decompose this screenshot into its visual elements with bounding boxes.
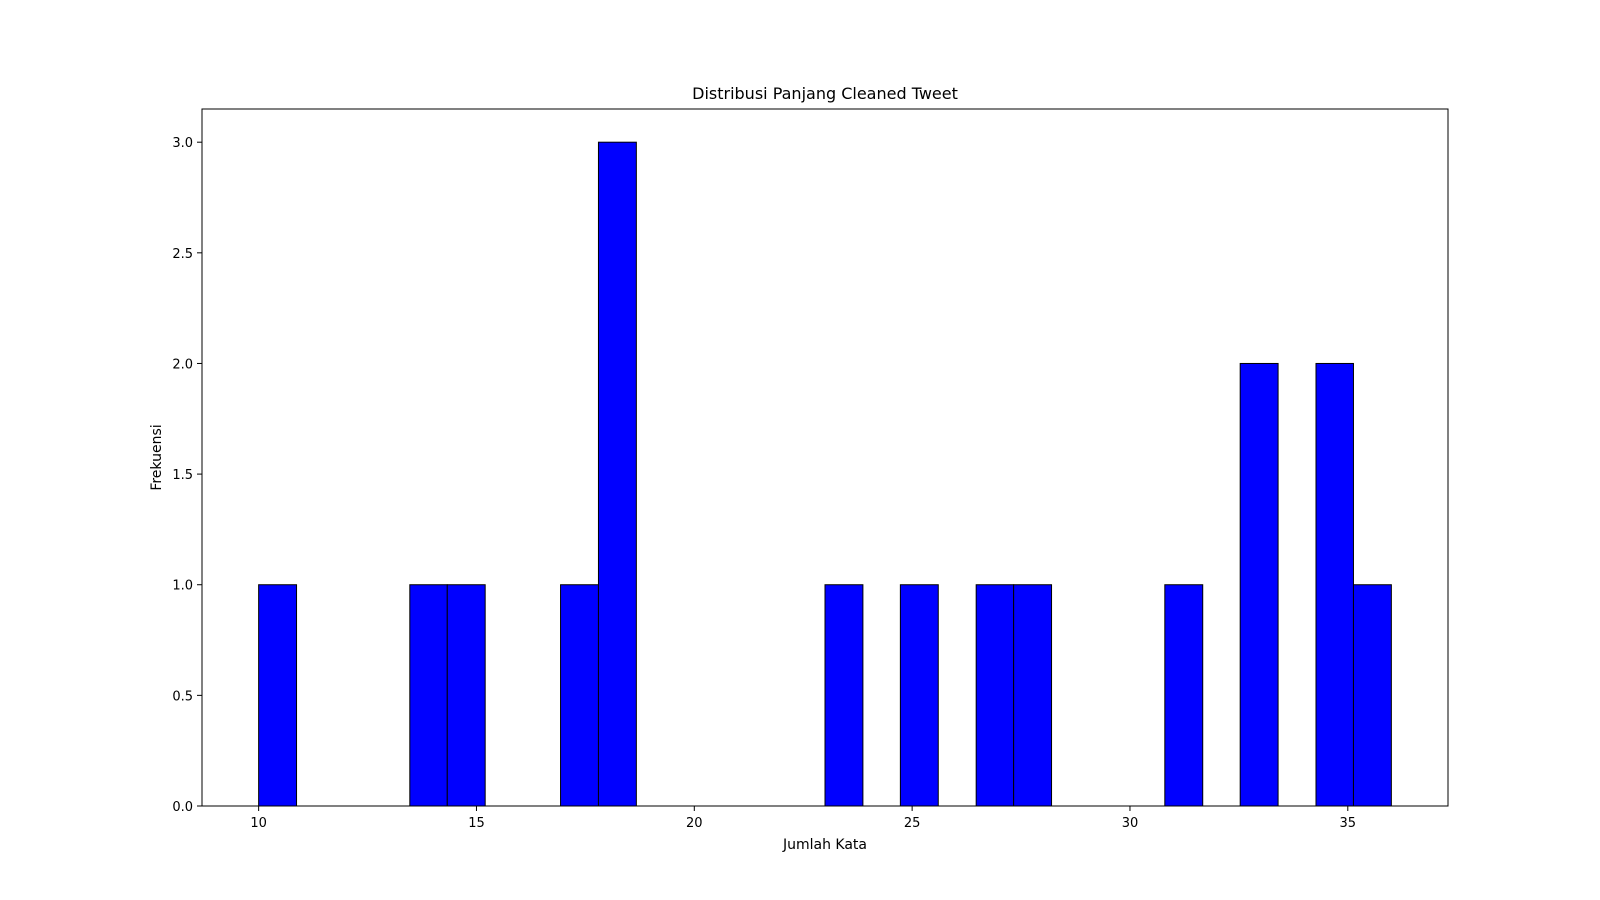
histogram-bar: [409, 584, 448, 807]
histogram-bar: [1013, 584, 1053, 807]
y-tick-label: 0.5: [172, 689, 193, 704]
y-axis-label: Frekuensi: [149, 424, 165, 490]
histogram-bar: [1315, 362, 1354, 807]
x-tick-label: 30: [1122, 816, 1139, 831]
y-tick-label: 2.5: [172, 247, 193, 262]
histogram-bar: [597, 141, 637, 807]
x-tick-label: 20: [686, 816, 703, 831]
histogram-bar: [824, 584, 864, 807]
histogram-bar: [258, 584, 298, 807]
y-tick-label: 1.0: [172, 579, 193, 594]
bars-layer: [258, 141, 1392, 807]
y-tick-label: 0.0: [172, 800, 193, 815]
x-axis-label: Jumlah Kata: [782, 837, 867, 853]
ticks-layer: 10 15 20 25 30 35 0.0 0.5 1.0 1.5 2.0 2.5 3.0: [172, 136, 1356, 831]
histogram-bar: [446, 584, 486, 807]
plot-frame: [201, 108, 1449, 807]
x-tick-label: 35: [1340, 816, 1357, 831]
histogram-bar: [1164, 584, 1204, 807]
y-tick-label: 2.0: [172, 357, 193, 372]
x-tick-label: 25: [904, 816, 921, 831]
y-tick-label: 1.5: [172, 468, 193, 483]
x-tick-label: 15: [468, 816, 485, 831]
histogram-bar: [899, 584, 939, 807]
chart-title: Distribusi Panjang Cleaned Tweet: [692, 84, 958, 103]
x-tick-label: 10: [250, 816, 267, 831]
histogram-bar: [1239, 362, 1279, 807]
histogram-bar: [1352, 584, 1392, 807]
histogram-bar: [560, 584, 599, 807]
histogram-bar: [975, 584, 1015, 807]
y-tick-label: 3.0: [172, 136, 193, 151]
